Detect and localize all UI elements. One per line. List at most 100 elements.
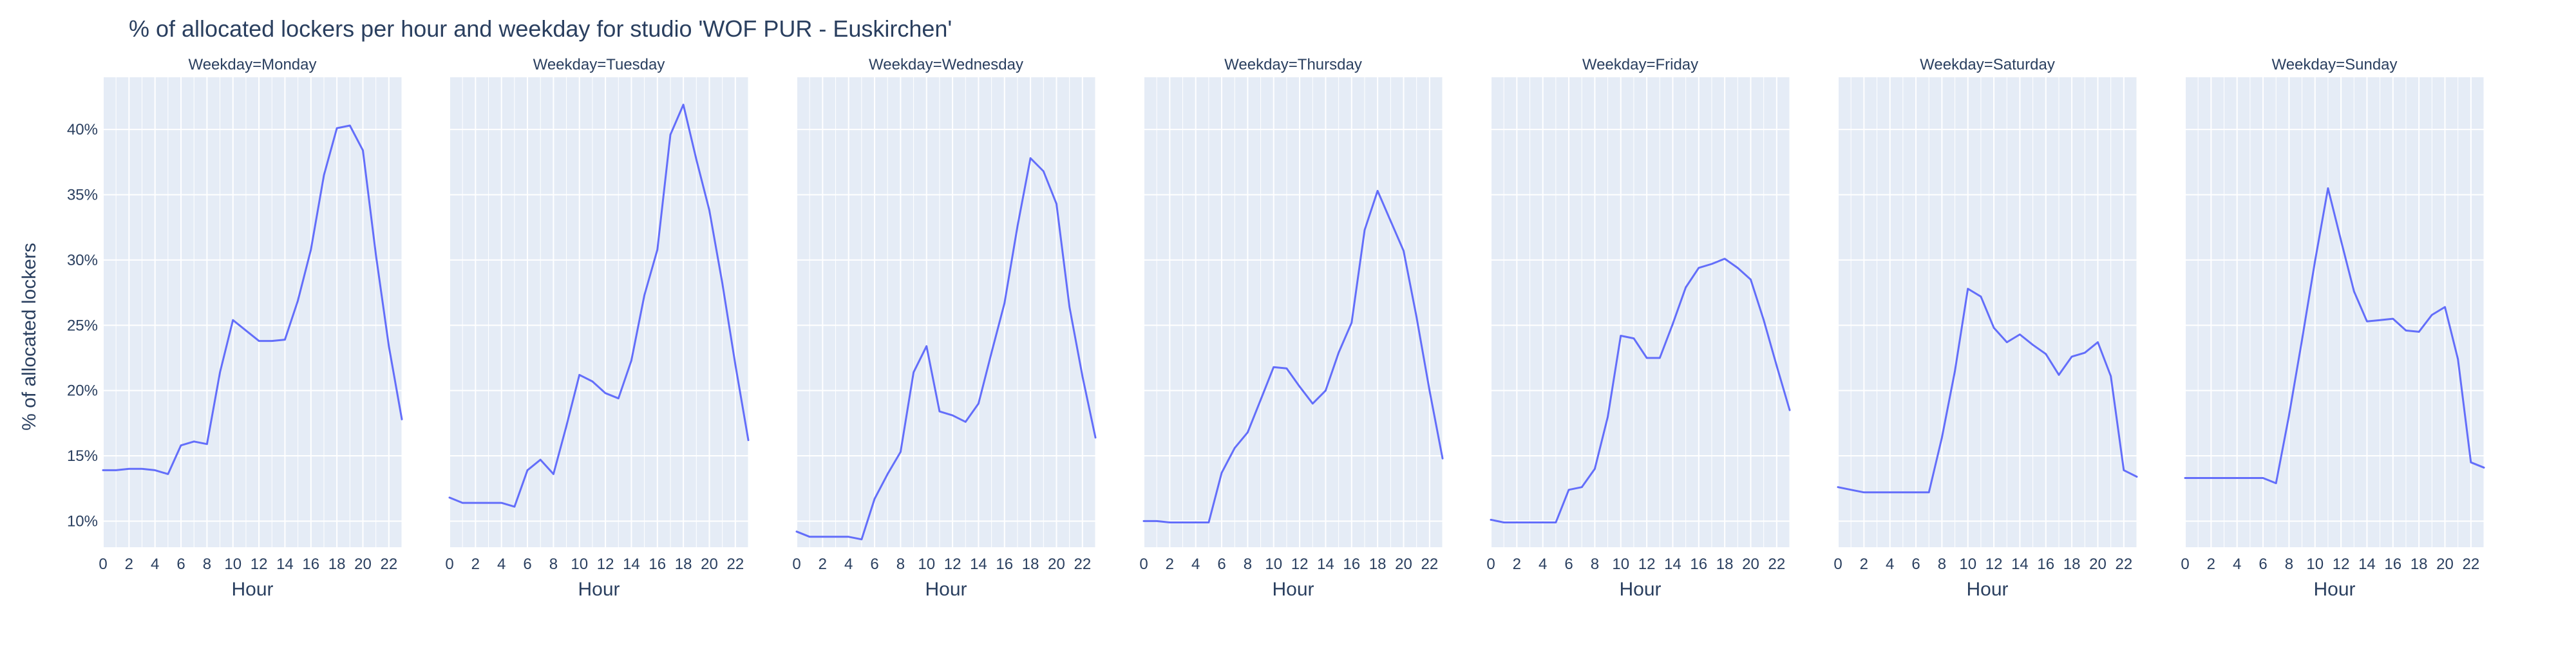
x-tick-label: 18 (2063, 556, 2081, 573)
x-axis-label: Hour (231, 579, 273, 600)
facet-title: Weekday=Sunday (2271, 56, 2397, 73)
x-tick-label: 0 (445, 556, 453, 573)
x-tick-label: 10 (224, 556, 242, 573)
x-tick-label: 2 (1513, 556, 1521, 573)
x-tick-label: 4 (497, 556, 506, 573)
y-tick-label: 30% (67, 252, 98, 269)
x-tick-label: 10 (1265, 556, 1282, 573)
x-axis-label: Hour (1272, 579, 1314, 600)
x-tick-label: 0 (1486, 556, 1495, 573)
x-tick-label: 8 (2285, 556, 2293, 573)
x-tick-label: 22 (380, 556, 397, 573)
facet-title: Weekday=Tuesday (533, 56, 665, 73)
x-axis-label: Hour (578, 579, 620, 600)
x-tick-label: 4 (2233, 556, 2241, 573)
x-tick-label: 10 (2306, 556, 2324, 573)
series-line (1837, 288, 2138, 494)
x-tick-label: 12 (251, 556, 268, 573)
facet-title: Weekday=Friday (1582, 56, 1698, 73)
x-tick-label: 0 (1833, 556, 1842, 573)
x-tick-label: 2 (125, 556, 133, 573)
x-tick-label: 20 (1048, 556, 1065, 573)
x-tick-label: 8 (1938, 556, 1946, 573)
plot-background (450, 77, 748, 547)
y-tick-label: 25% (67, 317, 98, 334)
series-line (2184, 187, 2485, 485)
plot-background (103, 77, 402, 547)
x-tick-label: 20 (2089, 556, 2107, 573)
x-tick-label: 0 (2181, 556, 2189, 573)
x-axis-label: Hour (1619, 579, 1661, 600)
x-tick-label: 20 (354, 556, 372, 573)
y-tick-label: 35% (67, 187, 98, 204)
x-tick-label: 16 (1690, 556, 1707, 573)
plot-background (1144, 77, 1443, 547)
x-tick-label: 22 (1768, 556, 1785, 573)
x-tick-label: 16 (996, 556, 1013, 573)
x-tick-label: 20 (1395, 556, 1412, 573)
x-tick-label: 10 (1612, 556, 1629, 573)
x-tick-label: 12 (1985, 556, 2003, 573)
facet-panel: Weekday=Saturday 0 2 4 6 8 10 12 14 16 18 20 22 Hour (1833, 56, 2138, 600)
facet-panel: Weekday=Sunday 0 2 4 6 8 10 12 14 16 18 20 22 Hour (2181, 56, 2485, 600)
x-tick-label: 8 (1591, 556, 1599, 573)
x-tick-label: 16 (2037, 556, 2054, 573)
series-line (795, 157, 1097, 541)
x-tick-label: 2 (2207, 556, 2215, 573)
x-tick-label: 6 (1911, 556, 1920, 573)
x-tick-label: 10 (1959, 556, 1976, 573)
x-tick-label: 22 (1074, 556, 1091, 573)
x-tick-label: 0 (99, 556, 107, 573)
x-tick-label: 4 (1886, 556, 1894, 573)
x-tick-label: 14 (623, 556, 640, 573)
y-tick-label: 40% (67, 121, 98, 138)
y-tick-label: 15% (67, 447, 98, 465)
x-tick-label: 14 (276, 556, 294, 573)
x-axis-label: Hour (925, 579, 967, 600)
facet-title: Weekday=Monday (188, 56, 316, 73)
y-tick-label: 20% (67, 382, 98, 400)
x-tick-label: 10 (571, 556, 588, 573)
x-tick-label: 2 (1166, 556, 1174, 573)
x-tick-label: 4 (844, 556, 853, 573)
x-tick-label: 4 (151, 556, 159, 573)
x-tick-label: 20 (2436, 556, 2454, 573)
x-tick-label: 6 (2259, 556, 2267, 573)
x-tick-label: 18 (1022, 556, 1039, 573)
x-tick-label: 14 (2358, 556, 2376, 573)
y-axis-label: % of allocated lockers (19, 243, 40, 431)
x-tick-label: 2 (1860, 556, 1868, 573)
x-tick-label: 20 (1742, 556, 1759, 573)
series-line (102, 124, 403, 475)
series-line (1142, 189, 1444, 523)
x-tick-label: 10 (918, 556, 935, 573)
x-tick-label: 6 (176, 556, 185, 573)
x-tick-label: 8 (896, 556, 905, 573)
facet-panel: Weekday=Tuesday 0 2 4 6 8 10 12 14 16 18 20 22 Hour (445, 56, 750, 600)
y-tick-label: 10% (67, 512, 98, 530)
x-tick-label: 2 (471, 556, 480, 573)
x-tick-label: 16 (2384, 556, 2401, 573)
x-tick-label: 18 (675, 556, 692, 573)
facet-title: Weekday=Saturday (1920, 56, 2055, 73)
x-tick-label: 12 (2333, 556, 2350, 573)
x-tick-label: 12 (597, 556, 614, 573)
plot-background (2185, 77, 2484, 547)
x-tick-label: 12 (944, 556, 961, 573)
x-axis-label: Hour (2313, 579, 2355, 600)
x-tick-label: 16 (1343, 556, 1360, 573)
plot-background (797, 77, 1095, 547)
x-tick-label: 18 (1716, 556, 1734, 573)
x-tick-label: 6 (1217, 556, 1226, 573)
facet-title: Weekday=Thursday (1224, 56, 1362, 73)
x-tick-label: 16 (302, 556, 319, 573)
facet-panel: Weekday=Monday 0 2 4 6 8 10 12 14 16 18 20 22 Hour 10%… (67, 56, 403, 600)
x-tick-label: 2 (819, 556, 827, 573)
x-tick-label: 12 (1291, 556, 1309, 573)
x-tick-label: 12 (1638, 556, 1656, 573)
x-tick-label: 18 (1369, 556, 1387, 573)
x-tick-label: 6 (523, 556, 531, 573)
x-tick-label: 6 (870, 556, 878, 573)
